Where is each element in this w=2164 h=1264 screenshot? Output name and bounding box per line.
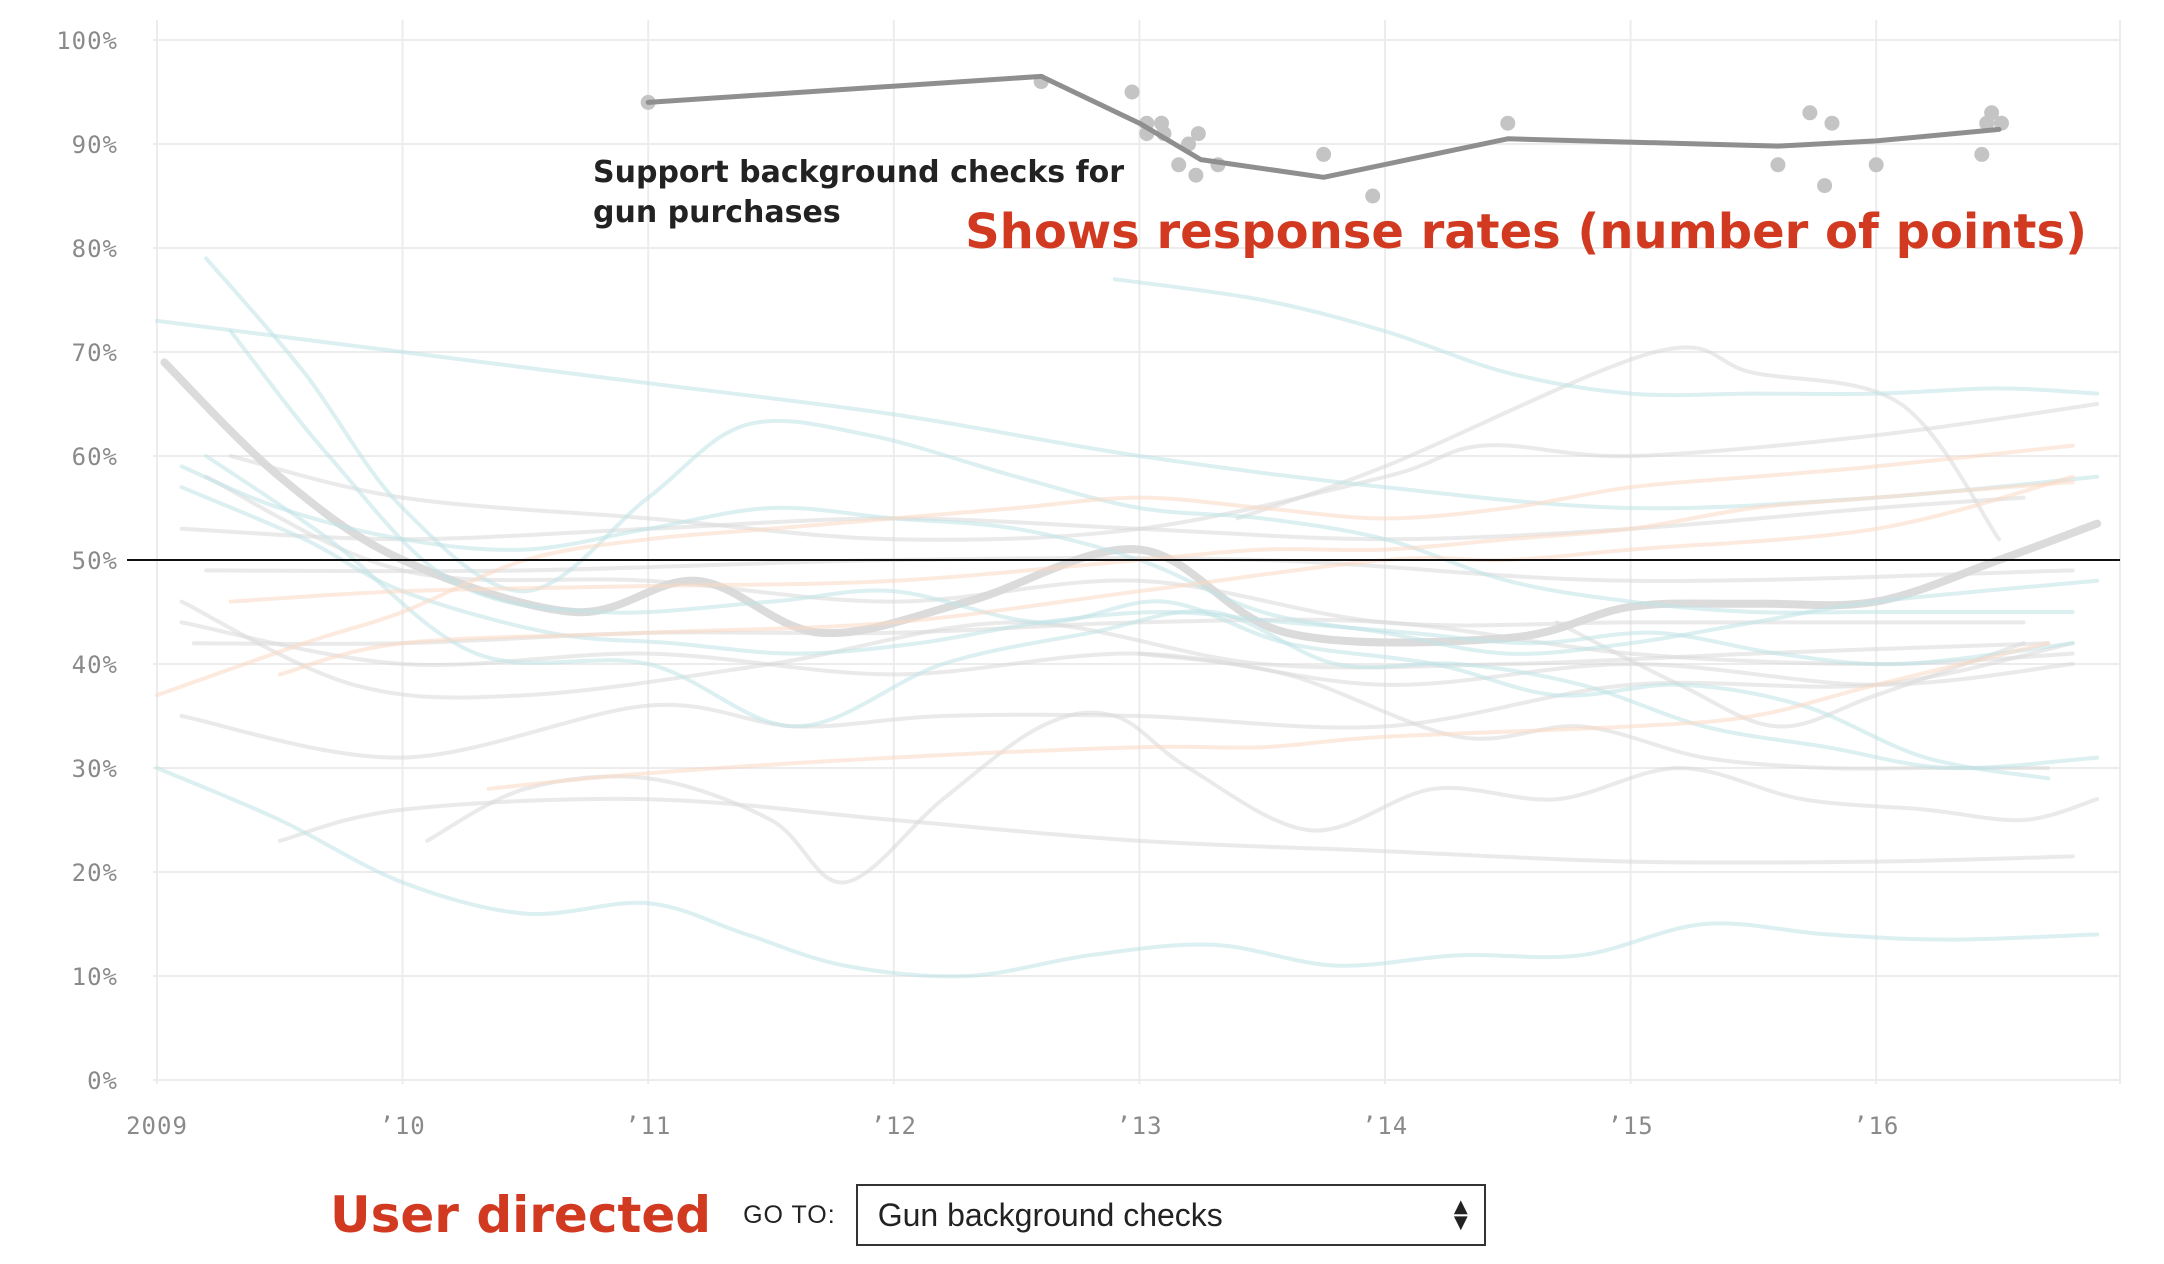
background-series-line [1112,277,2100,398]
y-axis-ticks: 0% 10% 20% 30% 40% 50% 60% 70% 80% 90% 100% [56,27,118,1095]
background-series-line [204,474,2026,628]
x-tick-label: ’10 [379,1112,425,1140]
highlight-label-line-2: gun purchases [593,195,841,230]
response-point [1500,115,1516,131]
topic-select-value: Gun background checks [877,1196,1223,1233]
background-series [155,256,2102,979]
y-tick-label: 30% [72,755,118,783]
y-tick-label: 60% [72,443,118,471]
background-series-line [228,402,2100,542]
x-tick-label: ’14 [1362,1112,1408,1140]
y-tick-label: 0% [87,1067,118,1095]
background-series-line [204,555,2075,583]
x-tick-label: ’12 [871,1112,917,1140]
background-series-line [425,710,2100,885]
y-tick-label: 40% [72,651,118,679]
background-series-line [1554,620,2026,729]
controls-bar: User directed GO TO: Gun background chec… [330,1180,1486,1250]
highlight-trend-line [645,73,2002,180]
y-tick-label: 70% [72,339,118,367]
topic-select[interactable]: Gun background checks ▲ ▼ [855,1184,1486,1246]
response-point [1316,146,1332,162]
response-point [1868,157,1884,173]
highlight-label: Support background checks for gun purcha… [593,155,1135,230]
y-tick-label: 90% [72,131,118,159]
x-tick-label: 2009 [126,1112,188,1140]
annotation-user-directed: User directed [330,1186,712,1244]
highlight-label-line-1: Support background checks for [593,155,1124,190]
background-series-line [179,464,2100,656]
background-series-line [155,443,2075,698]
background-series-line [486,641,2051,791]
y-tick-label: 50% [72,547,118,575]
response-point [1824,115,1840,131]
select-arrows-icon: ▲ ▼ [1453,1196,1468,1233]
y-tick-label: 10% [72,963,118,991]
response-point [1365,188,1381,204]
y-tick-label: 20% [72,859,118,887]
response-point [1802,105,1818,121]
x-tick-label: ’16 [1853,1112,1899,1140]
response-point [1770,157,1786,173]
annotation-response-rates: Shows response rates (number of points) [965,204,2087,260]
response-point [1190,126,1206,142]
background-series-line [204,256,2075,615]
background-series-line [155,766,2100,979]
y-tick-label: 80% [72,235,118,263]
response-point [1993,115,2009,131]
response-point [1984,105,2000,121]
background-series-line [228,480,2075,604]
background-series-line [1235,345,2001,542]
goto-label: GO TO: [743,1200,836,1229]
y-tick-label: 100% [56,27,118,55]
background-series-line [179,485,2075,667]
response-point [1974,146,1990,162]
highlight-series[interactable] [640,73,2009,204]
x-tick-label: ’15 [1607,1112,1653,1140]
background-series-line [277,796,2075,865]
background-series-line [155,318,2100,511]
x-tick-label: ’11 [625,1112,671,1140]
response-point [1124,84,1140,100]
background-series-line [277,474,2075,677]
x-axis-ticks: 2009 ’10 ’11 ’12 ’13 ’14 ’15 ’16 [126,1112,1899,1140]
background-series-line [1137,651,2051,771]
response-point [1817,178,1833,194]
x-tick-label: ’13 [1116,1112,1162,1140]
response-point [1171,157,1187,173]
background-series-line [191,617,2075,666]
response-point [1188,167,1204,183]
